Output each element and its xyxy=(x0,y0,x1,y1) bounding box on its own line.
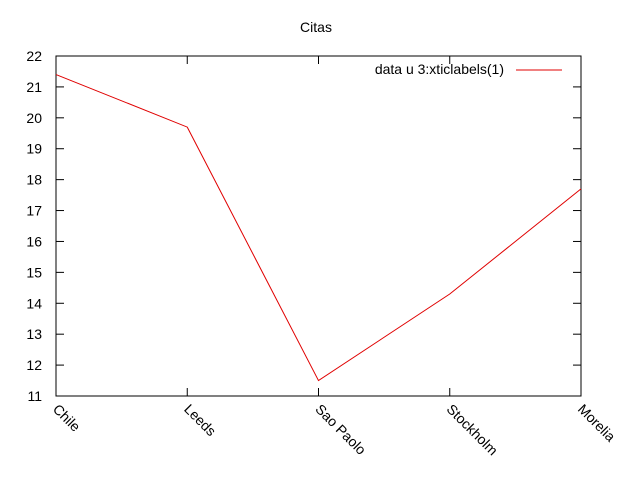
y-tick-label: 22 xyxy=(26,48,42,64)
y-tick-label: 17 xyxy=(26,203,42,219)
x-axis: Chile Leeds Sao Paolo Stockholm Morelia xyxy=(50,56,619,458)
y-tick-label: 15 xyxy=(26,264,42,280)
x-tick-label: Leeds xyxy=(181,401,219,439)
y-tick-label: 14 xyxy=(26,295,42,311)
x-tick-label: Stockholm xyxy=(444,401,502,459)
series-group xyxy=(55,74,582,382)
legend: data u 3:xticlabels(1) xyxy=(375,61,562,77)
y-tick-label: 20 xyxy=(26,110,42,126)
x-tick-label: Sao Paolo xyxy=(312,401,369,458)
y-tick-label: 11 xyxy=(27,388,42,404)
series-line xyxy=(55,74,582,382)
y-tick-label: 21 xyxy=(26,79,42,95)
y-axis: 11 12 13 14 15 16 17 18 19 20 21 22 xyxy=(26,48,581,404)
y-tick-label: 12 xyxy=(26,357,42,373)
legend-label: data u 3:xticlabels(1) xyxy=(375,61,504,77)
y-tick-label: 18 xyxy=(26,172,42,188)
plot-frame xyxy=(55,55,582,397)
x-tick-label: Morelia xyxy=(575,401,619,445)
y-tick-label: 16 xyxy=(26,233,42,249)
x-tick-label: Chile xyxy=(50,401,84,435)
y-tick-label: 19 xyxy=(26,141,42,157)
y-tick-label: 13 xyxy=(26,326,42,342)
chart-title: Citas xyxy=(300,19,332,35)
